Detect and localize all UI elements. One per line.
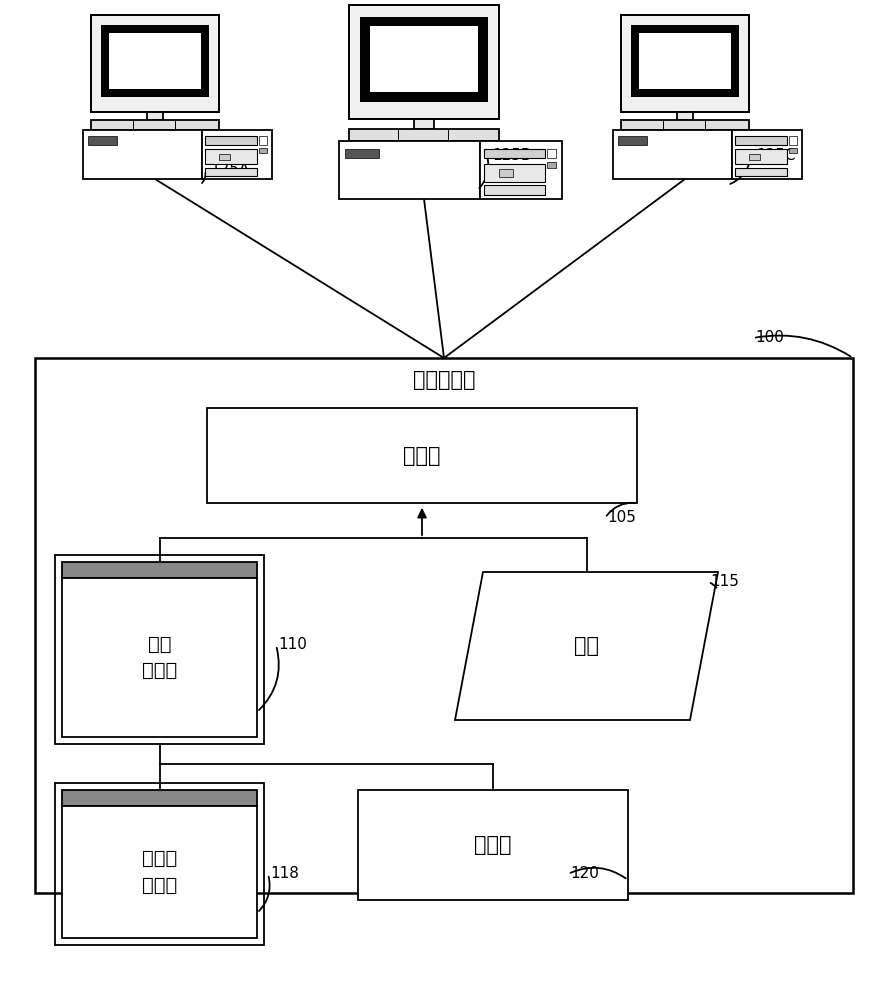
Text: 125B: 125B	[492, 148, 532, 163]
Bar	[62, 578, 257, 737]
Bar	[360, 17, 487, 102]
Bar	[631, 25, 739, 97]
Text: 115: 115	[710, 574, 739, 589]
Bar	[207, 408, 637, 503]
Bar	[62, 806, 257, 938]
Bar	[735, 168, 787, 176]
Bar	[101, 25, 209, 97]
Bar	[358, 790, 628, 900]
Text: 125C: 125C	[756, 148, 796, 163]
Text: 计算机系统: 计算机系统	[412, 370, 476, 390]
Bar	[62, 790, 257, 806]
Bar	[147, 112, 164, 120]
Bar	[618, 136, 647, 145]
Bar	[480, 141, 562, 199]
Bar	[205, 168, 257, 176]
Text: 显示器: 显示器	[474, 835, 512, 855]
Bar	[92, 120, 219, 130]
Bar	[621, 120, 749, 130]
Bar	[339, 141, 480, 199]
Bar	[484, 185, 545, 195]
Bar	[345, 149, 379, 158]
Polygon shape	[455, 572, 718, 720]
Bar	[639, 33, 731, 89]
Text: 120: 120	[570, 866, 599, 881]
Bar	[484, 164, 545, 182]
Bar	[484, 149, 545, 158]
Bar	[370, 26, 477, 92]
Bar	[348, 129, 500, 141]
Bar	[219, 154, 230, 160]
Text: 105: 105	[607, 510, 636, 525]
Bar	[735, 136, 787, 145]
Text: 118: 118	[270, 866, 299, 881]
Bar	[55, 555, 264, 744]
Bar	[735, 149, 787, 164]
Bar	[414, 119, 434, 129]
Bar	[62, 562, 257, 578]
Bar	[348, 5, 500, 119]
Bar	[749, 154, 760, 160]
Bar	[35, 358, 853, 893]
Bar	[789, 148, 797, 153]
Text: 内部
存储器: 内部 存储器	[142, 635, 177, 680]
Bar	[92, 15, 219, 112]
Bar	[84, 130, 202, 179]
Bar	[205, 149, 257, 164]
Bar	[613, 130, 733, 179]
Text: 125A: 125A	[210, 162, 249, 177]
Bar	[733, 130, 802, 179]
Bar	[109, 33, 201, 89]
Text: 内存: 内存	[574, 636, 599, 656]
Bar	[259, 136, 267, 145]
Bar	[500, 169, 513, 177]
Bar	[55, 783, 264, 945]
Bar	[547, 149, 557, 158]
Bar	[92, 15, 219, 112]
Bar	[789, 136, 797, 145]
Bar	[202, 130, 272, 179]
Text: 110: 110	[278, 637, 307, 652]
Bar	[205, 136, 257, 145]
Text: 数据检
索设备: 数据检 索设备	[142, 849, 177, 895]
Text: 处理器: 处理器	[404, 446, 441, 466]
Bar	[88, 136, 116, 145]
Bar	[621, 15, 749, 112]
Bar	[348, 5, 500, 119]
Bar	[677, 112, 693, 120]
Bar	[259, 148, 267, 153]
Text: 100: 100	[755, 330, 784, 345]
Bar	[547, 162, 557, 168]
Bar	[621, 15, 749, 112]
